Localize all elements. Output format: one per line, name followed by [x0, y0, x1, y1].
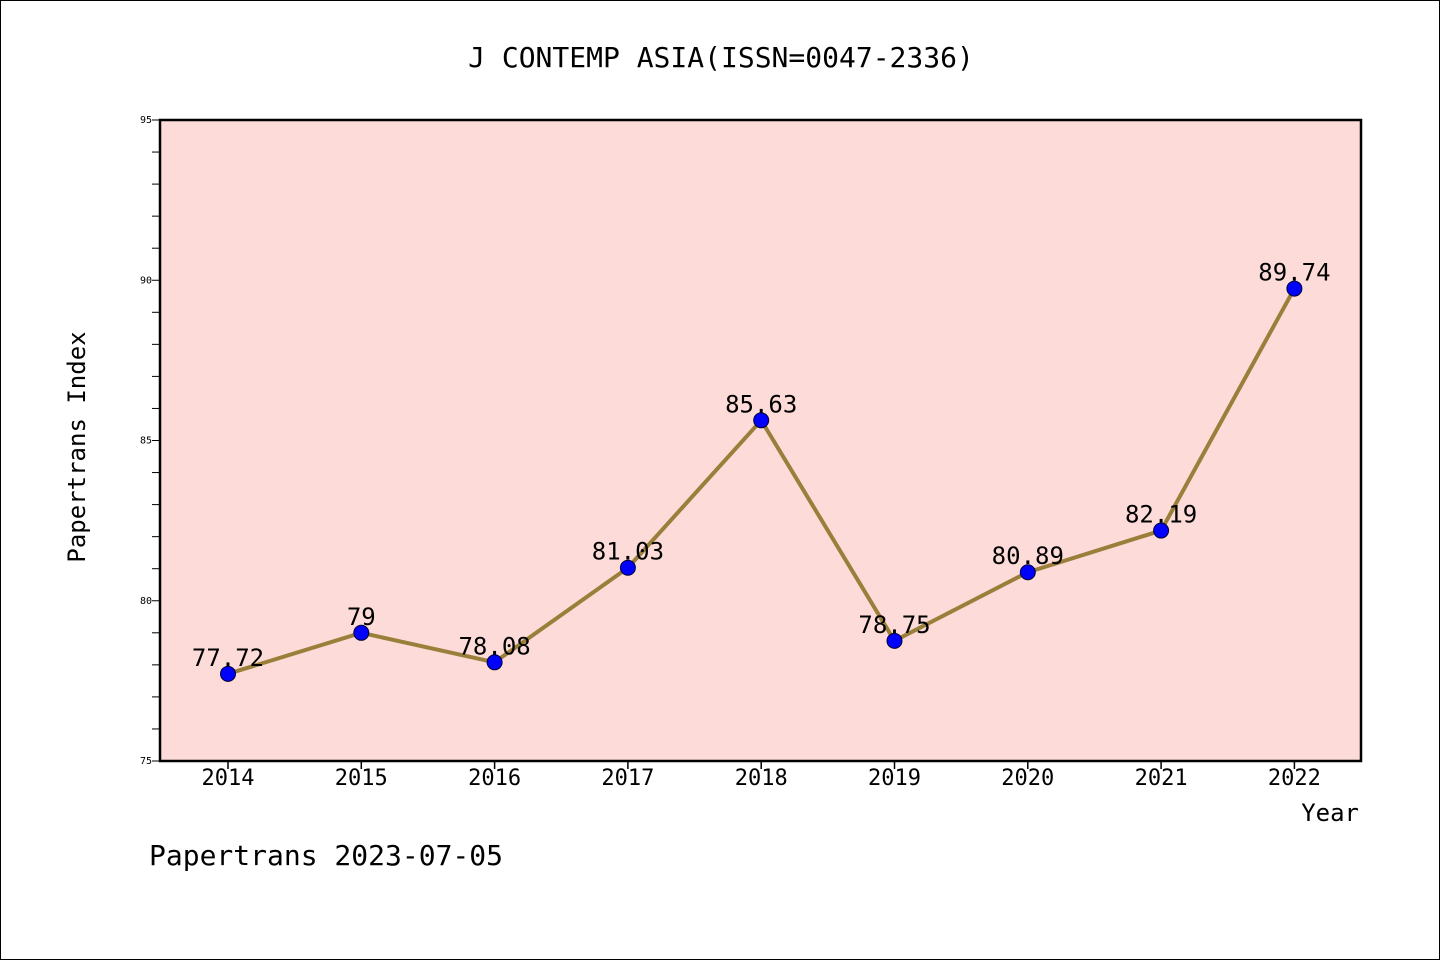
x-axis-label: Year — [1301, 799, 1359, 827]
x-tick-label: 2021 — [1135, 766, 1188, 791]
data-point — [619, 559, 636, 576]
data-label: 78.75 — [858, 611, 930, 639]
y-tick-label: 90 — [140, 275, 152, 286]
data-label: 85.63 — [725, 390, 797, 418]
data-point — [1019, 564, 1036, 581]
x-tick-label: 2019 — [868, 766, 921, 791]
data-label: 77.72 — [192, 644, 264, 672]
x-tick-label: 2015 — [335, 766, 388, 791]
data-label: 89.74 — [1258, 259, 1330, 287]
y-tick-label: 80 — [140, 596, 152, 607]
y-tick-label: 95 — [140, 115, 152, 126]
y-axis-label: Papertrans Index — [63, 331, 91, 562]
data-label: 79 — [347, 603, 376, 631]
plot-border — [158, 118, 1363, 763]
data-point — [353, 624, 370, 641]
data-point — [886, 632, 903, 649]
data-point — [1153, 522, 1170, 539]
data-label: 81.03 — [592, 538, 664, 566]
x-tick-label: 2022 — [1268, 766, 1321, 791]
x-tick-label: 2014 — [202, 766, 255, 791]
data-point — [753, 412, 770, 429]
data-label: 80.89 — [992, 542, 1064, 570]
y-tick-label: 75 — [140, 756, 152, 767]
plot-area — [160, 120, 1361, 761]
footer-caption: Papertrans 2023-07-05 — [149, 839, 503, 872]
data-point — [1286, 280, 1303, 297]
data-label: 78.08 — [458, 632, 530, 660]
x-tick-label: 2017 — [601, 766, 654, 791]
x-tick-label: 2020 — [1001, 766, 1054, 791]
data-point — [486, 654, 503, 671]
chart-title: J CONTEMP ASIA(ISSN=0047-2336) — [468, 41, 974, 74]
y-tick-label: 85 — [140, 436, 152, 447]
x-tick-label: 2018 — [735, 766, 788, 791]
data-label: 82.19 — [1125, 501, 1197, 529]
data-point — [220, 665, 236, 682]
x-tick-label: 2016 — [468, 766, 521, 791]
